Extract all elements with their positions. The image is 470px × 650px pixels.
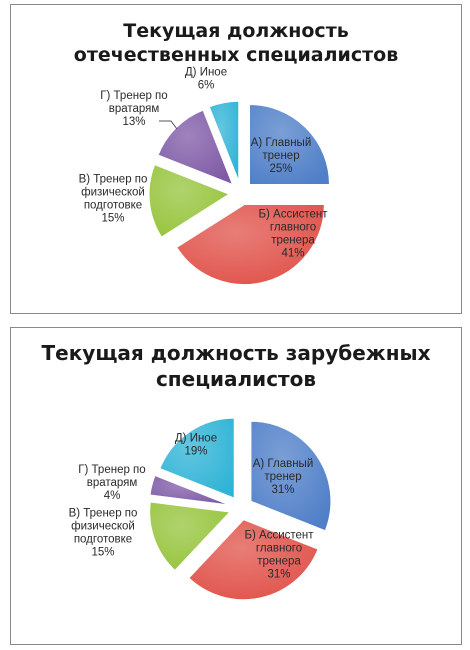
pie-slice (188, 519, 319, 601)
slice-label: Г) Тренер по вратарям 13% (100, 90, 167, 128)
chart-title: Текущая должность отечественных специали… (73, 20, 399, 66)
slice-label: Г) Тренер по вратарям 4% (78, 464, 145, 502)
pie-slice (148, 164, 231, 238)
slice-label: Д) Иное 19% (175, 433, 217, 458)
pie-chart-foreign: А) Главный тренер 31% Б) Ассистент главного т… (69, 417, 332, 601)
pie-slice (248, 104, 330, 186)
pie-slice (176, 204, 325, 286)
slice-label: Д) Иное 6% (185, 67, 227, 92)
pie-slice (149, 474, 230, 506)
slice-label: В) Тренер по физической подготовке 15% (69, 508, 138, 559)
pie-chart-domestic: А) Главный тренер 25% Б) Ассистент главного т… (79, 67, 330, 286)
label-leader-line (159, 120, 178, 130)
slice-label: Б) Ассистент главного тренера 41% (258, 209, 328, 260)
pie-slice (250, 420, 332, 532)
pie-slice (208, 100, 240, 182)
chart-panel-domestic: Текущая должность отечественных специали… (10, 4, 462, 314)
chart-panel-foreign: Текущая должность зарубежных специалисто… (10, 327, 462, 645)
slice-label: В) Тренер по физической подготовке 15% (79, 174, 148, 225)
pie-slice (159, 417, 235, 499)
pie-slice (149, 501, 231, 572)
slice-label: А) Главный тренер 25% (251, 137, 312, 175)
slice-label: А) Главный тренер 31% (253, 458, 314, 496)
chart-title: Текущая должность зарубежных специалисто… (41, 341, 431, 391)
slice-label: Б) Ассистент главного тренера 31% (244, 530, 314, 581)
